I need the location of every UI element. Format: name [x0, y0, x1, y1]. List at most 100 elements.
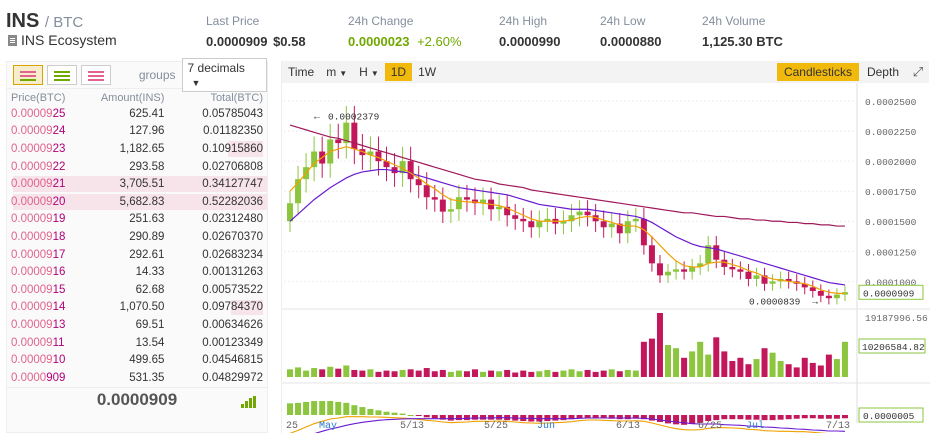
orderbook-row[interactable]: 0.0000925 625.41 0.05785043	[7, 105, 267, 123]
volume-tag-box	[858, 338, 926, 354]
depth-tab[interactable]: Depth	[866, 65, 899, 79]
orderbook-row[interactable]: 0.0000918 290.89 0.02670370	[7, 228, 267, 246]
price-chart[interactable]: 0.0002500 0.0002250 0.0002000 0.0001750 0.00…	[282, 83, 930, 433]
arrow-left-icon: ←	[314, 113, 320, 124]
order-price-prefix: 0.00009	[11, 107, 53, 120]
volume-bar	[439, 369, 446, 377]
pair-fullname[interactable]: INS Ecosystem	[8, 32, 117, 48]
interval-hours-dropdown[interactable]: H ▼	[353, 63, 385, 81]
order-price-suffix: 17	[52, 248, 66, 261]
orderbook-both-view-icon[interactable]	[13, 65, 43, 85]
volume-value: 1,125.30 BTC	[702, 34, 783, 49]
y-tick-label: 0.0002500	[865, 97, 917, 108]
candle-body	[407, 161, 414, 180]
order-amount: 531.35	[129, 371, 165, 384]
orderbook-row[interactable]: 0.0000915 62.68 0.00573522	[7, 281, 267, 299]
candle-body	[640, 218, 647, 246]
candle-body	[616, 223, 623, 234]
candle-body	[721, 259, 728, 267]
macd-bar	[713, 415, 720, 421]
order-price-prefix: 0.00009	[11, 336, 53, 349]
interval-1w-button[interactable]: 1W	[418, 65, 437, 79]
arrow-right-icon: →	[812, 298, 818, 309]
x-tick-label: Jul	[746, 420, 764, 432]
orderbook-row[interactable]: 0.0000913 69.51 0.00634626	[7, 316, 267, 334]
order-amount: 292.61	[129, 248, 165, 261]
order-amount: 127.96	[129, 125, 165, 138]
orderbook-row[interactable]: 0.0000920 5,682.83 0.52282036	[7, 193, 267, 211]
order-price-suffix: 18	[52, 230, 66, 243]
order-amount: 3,705.51	[119, 178, 165, 191]
macd-bar	[761, 415, 768, 421]
signal-icon	[241, 395, 259, 408]
orderbook-row[interactable]: 0.0000917 292.61 0.02683234	[7, 246, 267, 264]
volume-bar	[463, 371, 470, 377]
volume-bar	[295, 367, 302, 377]
macd-bar	[632, 415, 639, 419]
interval-minutes-dropdown[interactable]: m ▼	[320, 63, 353, 81]
interval-time-button[interactable]: Time	[288, 65, 315, 79]
chevron-down-icon: ▼	[191, 78, 201, 88]
volume-bar	[560, 370, 567, 377]
chart-panel: Time m ▼ H ▼ 1D 1W Candlesticks Depth ⤢ 0.…	[281, 61, 930, 433]
candle-body	[439, 199, 446, 212]
base-symbol: INS	[6, 10, 40, 32]
order-price-prefix: 0.00009	[11, 195, 53, 208]
order-total: 0.02706808	[202, 160, 263, 173]
macd-bar	[375, 410, 382, 415]
caret-down-icon: ▼	[370, 69, 379, 78]
orderbook-row[interactable]: 0.0000919 251.63 0.02312480	[7, 211, 267, 229]
groups-select[interactable]: 7 decimals ▼	[181, 58, 267, 92]
market-header: INS / BTC INS Ecosystem Last Price 0.000…	[0, 0, 937, 58]
interval-1d-button[interactable]: 1D	[384, 63, 413, 81]
volume-bar	[496, 371, 503, 377]
orderbook-row[interactable]: 0.0000922 293.58 0.02706808	[7, 158, 267, 176]
volume-bar	[335, 368, 342, 377]
fullscreen-icon[interactable]: ⤢	[912, 64, 924, 79]
order-total: 0.00634626	[202, 318, 263, 331]
macd-bar	[833, 415, 840, 419]
candle-body	[528, 221, 535, 228]
candle-body	[471, 199, 478, 204]
orderbook-row[interactable]: 0.0000911 13.54 0.00123349	[7, 334, 267, 352]
stat-value: 0.0000909 $0.58	[206, 34, 306, 49]
volume-bar	[632, 370, 639, 377]
order-total: 0.05785043	[202, 107, 263, 120]
volume-bar	[488, 370, 495, 377]
order-total: 0.02670370	[202, 230, 263, 243]
candlesticks-tab[interactable]: Candlesticks	[776, 63, 859, 81]
ma-slow-line	[289, 124, 845, 227]
last-price-usd: $0.58	[273, 34, 306, 49]
orderbook-row[interactable]: 0.0000909 531.35 0.04829972	[7, 369, 267, 387]
stat-last-price: Last Price 0.0000909 $0.58	[206, 14, 306, 49]
orderbook-row[interactable]: 0.0000916 14.33 0.00131263	[7, 263, 267, 281]
order-price-prefix: 0.00009	[11, 125, 53, 138]
candle-body	[584, 211, 591, 216]
volume-bar	[673, 348, 680, 377]
order-price: 0.0000913	[11, 319, 75, 331]
stat-label: Last Price	[206, 14, 260, 28]
order-amount: 251.63	[129, 213, 165, 226]
orderbook-row[interactable]: 0.0000910 499.65 0.04546815	[7, 351, 267, 369]
orderbook-row[interactable]: 0.0000921 3,705.51 0.34127747	[7, 175, 267, 193]
macd-bar	[841, 415, 848, 419]
column-header-total: Total(BTC)	[210, 92, 263, 104]
orderbook-row[interactable]: 0.0000923 1,182.65 0.10915860	[7, 140, 267, 158]
orderbook-row[interactable]: 0.0000924 127.96 0.01182350	[7, 123, 267, 141]
volume-bar	[383, 370, 390, 377]
volume-bar	[455, 370, 462, 377]
orderbook-row[interactable]: 0.0000914 1,070.50 0.09784370	[7, 299, 267, 317]
document-icon	[8, 34, 17, 46]
orderbook-asks-view-icon[interactable]	[80, 65, 111, 85]
column-header-amount: Amount(INS)	[100, 92, 165, 104]
candle-body	[560, 221, 567, 224]
volume-bar	[656, 313, 663, 377]
volume-bar	[480, 371, 487, 377]
candle-body	[729, 266, 736, 270]
volume-bar	[640, 341, 647, 377]
candle-body	[825, 295, 832, 299]
macd-bar	[335, 401, 342, 415]
high-value: 0.0000990	[499, 34, 561, 49]
orderbook-bids-view-icon[interactable]	[46, 65, 77, 85]
last-price-large: 0.0000909	[96, 390, 178, 409]
